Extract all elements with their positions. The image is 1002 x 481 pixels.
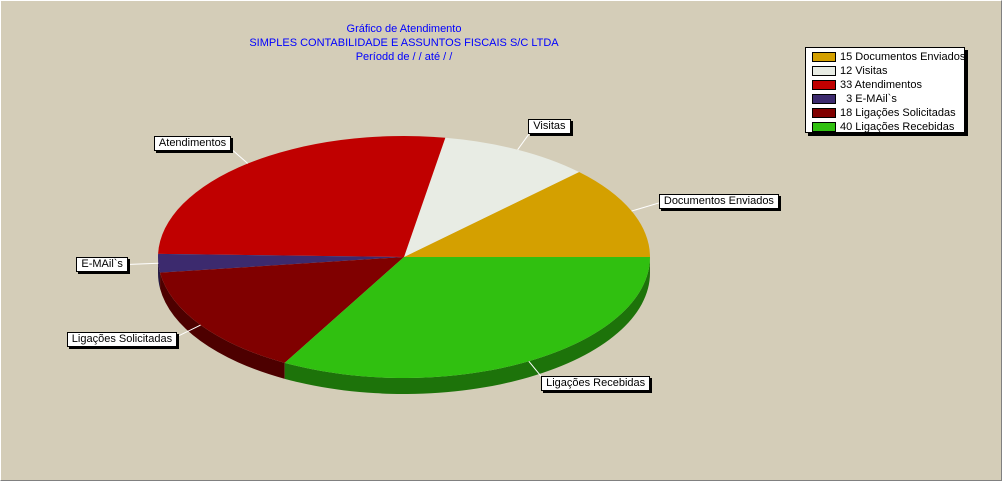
legend-label: 15 Documentos Enviados — [840, 51, 966, 63]
chart-subtitle: SIMPLES CONTABILIDADE E ASSUNTOS FISCAIS… — [249, 37, 559, 49]
legend-swatch — [812, 52, 836, 62]
legend-swatch — [812, 122, 836, 132]
legend-swatch — [812, 66, 836, 76]
leader-line-e-mail-s — [122, 262, 159, 266]
pie-slice-e-mail-s — [158, 253, 404, 273]
chart-title: Gráfico de Atendimento — [346, 23, 462, 35]
legend-label: 3 E-MAil`s — [840, 93, 897, 105]
legend-item-documentos-enviados: 15 Documentos Enviados — [812, 50, 966, 64]
legend-label: 40 Ligações Recebidas — [840, 121, 955, 133]
legend-item-visitas: 12 Visitas — [812, 64, 964, 78]
pie-slice-ligacoes-solicitadas — [160, 257, 404, 363]
legend-item-ligacoes-solicitadas: 18 Ligações Solicitadas — [812, 106, 964, 120]
legend-swatch — [812, 108, 836, 118]
pie-side-ligacoes-recebidas — [284, 257, 650, 394]
pie-side-e-mail-s — [158, 257, 161, 289]
pie-slice-ligacoes-recebidas — [284, 257, 650, 378]
legend-label: 18 Ligações Solicitadas — [840, 107, 956, 119]
legend-swatch — [812, 80, 836, 90]
pie-slice-documentos-enviados — [404, 171, 650, 257]
legend-label: 33 Atendimentos — [840, 79, 922, 91]
pie-slice-atendimentos — [158, 136, 446, 257]
legend-label: 12 Visitas — [840, 65, 888, 77]
legend-item-atendimentos: 33 Atendimentos — [812, 78, 964, 92]
legend-item-ligacoes-recebidas: 40 Ligações Recebidas — [812, 120, 964, 134]
legend: 15 Documentos Enviados 12 Visitas 33 Atend… — [805, 47, 965, 133]
chart-titles: Gráfico de Atendimento SIMPLES CONTABILI… — [200, 22, 608, 64]
legend-item-e-mail-s: 3 E-MAil`s — [812, 92, 964, 106]
chart-period: Períodd de / / até / / — [355, 51, 453, 63]
pie-side-ligacoes-solicitadas — [160, 272, 285, 379]
slice-label-ligacoes-solicitadas: Ligações Solicitadas — [66, 332, 178, 348]
slice-label-atendimentos: Atendimentos — [153, 135, 232, 151]
slice-label-ligacoes-recebidas: Ligações Recebidas — [541, 376, 651, 392]
slice-label-e-mail-s: E-MAil`s — [76, 257, 128, 273]
legend-swatch — [812, 94, 836, 104]
slice-label-documentos-enviados: Documentos Enviados — [658, 193, 779, 209]
pie-slice-visitas — [404, 137, 580, 257]
slice-label-visitas: Visitas — [528, 119, 571, 135]
